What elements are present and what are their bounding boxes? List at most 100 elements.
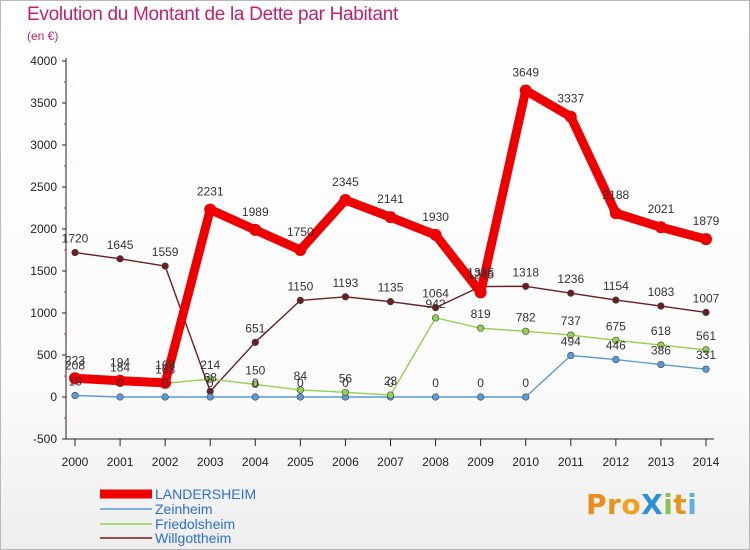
data-point-willgottheim [296,296,304,305]
data-label-zeinheim: 386 [651,344,671,358]
data-label-landersheim: 1930 [422,210,449,224]
brand-letter: X [641,488,664,521]
brand-letter: t [673,488,688,521]
data-label-willgottheim: 1007 [693,291,720,305]
data-point-friedolsheim [206,375,214,383]
data-label-friedolsheim: 561 [696,329,716,343]
data-label-friedolsheim: 184 [110,361,130,375]
data-label-willgottheim: 1720 [62,232,89,246]
data-label-landersheim: 3649 [512,65,539,79]
data-point-willgottheim [612,296,620,304]
data-point-landersheim [654,221,667,234]
data-label-willgottheim: 1150 [287,279,313,293]
y-tick-label: -500 [33,432,57,446]
data-label-friedolsheim: 782 [516,310,536,324]
data-point-zeinheim [612,355,620,364]
data-label-zeinheim: 446 [606,339,626,353]
x-tick-label: 2014 [693,455,720,469]
data-point-willgottheim [567,289,575,297]
data-point-friedolsheim [522,327,530,335]
y-tick-label: 3500 [30,96,57,110]
data-label-friedolsheim: 23 [384,374,398,388]
y-tick-label: 1000 [30,306,57,320]
data-label-friedolsheim: 214 [200,358,220,372]
data-point-landersheim [159,376,172,389]
x-tick-label: 2013 [648,455,675,469]
data-point-willgottheim [657,302,665,310]
legend-label-zeinheim: Zeinheim [155,501,213,517]
data-point-zeinheim [71,391,79,400]
brand-letter: r [607,488,622,521]
data-label-zeinheim: 0 [432,376,439,390]
data-point-willgottheim [71,248,79,257]
data-point-landersheim [474,286,487,299]
data-point-zeinheim [116,393,124,401]
data-label-landersheim: 2141 [377,192,404,206]
brand-letter: P [586,488,608,521]
data-point-friedolsheim [567,331,575,339]
data-label-willgottheim: 1154 [603,279,629,293]
data-label-willgottheim: 1083 [648,285,675,299]
data-point-landersheim [249,223,262,236]
data-point-friedolsheim [341,388,350,396]
data-point-zeinheim [431,393,440,401]
data-point-willgottheim [116,255,124,263]
data-label-willgottheim: 1064 [422,287,449,301]
brand-letter: i [663,488,674,521]
data-point-landersheim [384,211,397,224]
data-label-willgottheim: 1236 [557,272,584,286]
data-label-landersheim: 194 [110,356,130,370]
data-point-zeinheim [522,393,530,401]
data-label-willgottheim: 651 [245,321,265,335]
data-point-friedolsheim [251,380,259,389]
data-label-friedolsheim: 942 [426,297,446,311]
data-label-friedolsheim: 208 [65,359,85,373]
y-tick-label: 500 [37,348,57,362]
data-label-landersheim: 2345 [332,175,359,189]
data-point-friedolsheim [386,391,395,399]
y-tick-label: 4000 [30,54,57,68]
data-label-landersheim: 2188 [603,188,630,202]
legend-label-willgottheim: Willgottheim [155,530,231,546]
y-tick-label: 0 [50,390,57,404]
data-label-zeinheim: 0 [297,376,304,390]
data-point-friedolsheim [431,314,440,322]
y-tick-label: 3000 [30,138,57,152]
y-tick-label: 2500 [30,180,57,194]
data-point-zeinheim [657,360,665,369]
data-label-landersheim: 223 [65,353,85,367]
data-label-willgottheim: 1645 [107,238,134,252]
x-tick-label: 2007 [377,455,404,469]
data-point-landersheim [204,203,217,216]
x-tick-label: 2009 [467,455,494,469]
data-label-landersheim: 168 [155,358,175,372]
data-label-friedolsheim: 675 [606,319,626,333]
x-tick-label: 2003 [197,455,224,469]
data-point-willgottheim [431,304,440,312]
chart-title: Evolution du Montant de la Dette par Hab… [27,4,398,25]
data-label-willgottheim: 1135 [378,281,404,295]
data-label-friedolsheim: 163 [155,362,175,376]
data-point-landersheim [114,374,127,387]
data-label-zeinheim: 18 [68,374,82,388]
data-label-landersheim: 1989 [242,205,269,219]
data-label-friedolsheim: 737 [561,314,581,328]
data-point-landersheim [609,207,622,220]
data-label-friedolsheim: 56 [339,371,353,385]
x-tick-label: 2006 [332,455,359,469]
x-tick-label: 2008 [422,455,449,469]
x-tick-label: 2005 [287,455,314,469]
data-point-landersheim [69,372,81,385]
data-label-landersheim: 2231 [197,185,224,199]
data-point-landersheim [564,110,577,123]
data-point-friedolsheim [296,386,304,394]
data-label-willgottheim: 1315 [467,266,494,280]
brand-letter: i [687,488,698,521]
data-point-landersheim [519,84,532,97]
data-label-zeinheim: 331 [696,348,716,362]
data-label-zeinheim: 0 [477,376,484,390]
data-point-landersheim [294,244,307,256]
data-label-zeinheim: 0 [162,376,169,390]
data-label-zeinheim: 0 [117,376,124,390]
